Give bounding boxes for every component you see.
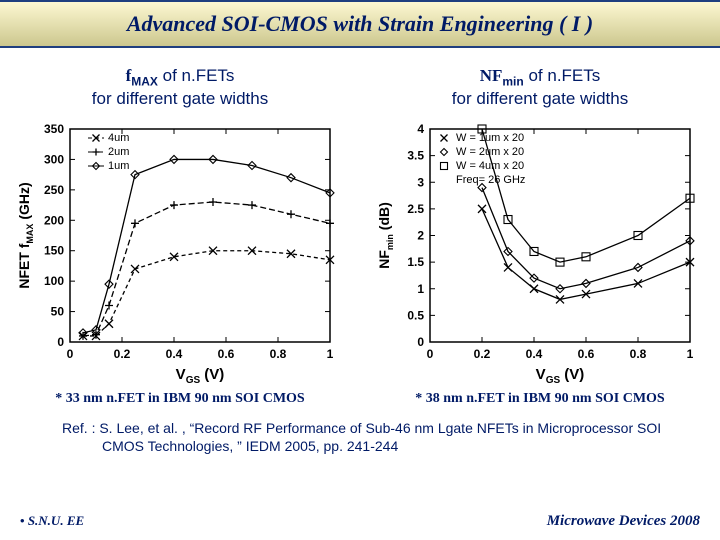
svg-text:0.8: 0.8 (270, 347, 287, 361)
svg-text:4um: 4um (108, 132, 129, 144)
svg-text:350: 350 (44, 122, 64, 136)
right-sym: NF (480, 66, 503, 85)
left-subscript: MAX (131, 74, 158, 88)
svg-text:VGS (V): VGS (V) (176, 366, 225, 386)
svg-text:1: 1 (687, 347, 694, 361)
svg-text:0.2: 0.2 (114, 347, 131, 361)
svg-text:0: 0 (427, 347, 434, 361)
svg-text:NFmin (dB): NFmin (dB) (376, 202, 395, 269)
right-chart: 0 0.2 0.4 0.6 0.8 1 0 0.5 1 1.5 2 2.5 3 3.5 4 VGS (V) NF… (375, 117, 705, 387)
svg-text:100: 100 (44, 274, 64, 288)
right-subscript: min (502, 74, 523, 88)
svg-text:0: 0 (67, 347, 74, 361)
svg-text:NFET fMAX (GHz): NFET fMAX (GHz) (16, 183, 35, 289)
right-caption: * 38 nm n.FET in IBM 90 nm SOI CMOS (375, 391, 705, 407)
footer: • S.N.U. EE Microwave Devices 2008 (0, 513, 720, 530)
svg-text:0.6: 0.6 (218, 347, 235, 361)
svg-text:W = 2um x 20: W = 2um x 20 (456, 146, 524, 158)
svg-text:0: 0 (417, 335, 424, 349)
svg-text:Freq= 26 GHz: Freq= 26 GHz (456, 174, 525, 186)
svg-text:250: 250 (44, 183, 64, 197)
left-rest: of n.FETs (158, 66, 235, 85)
left-line2: for different gate widths (92, 89, 268, 108)
svg-text:3: 3 (417, 175, 424, 189)
subtitle-row: fMAX of n.FETs for different gate widths… (0, 66, 720, 109)
footer-left: • S.N.U. EE (20, 513, 84, 530)
left-chart: 0 0.2 0.4 0.6 0.8 1 0 50 100 150 200 250 300 350 VGS (… (15, 117, 345, 387)
svg-text:1: 1 (327, 347, 334, 361)
svg-text:0: 0 (57, 335, 64, 349)
svg-text:0.5: 0.5 (407, 309, 424, 323)
svg-text:0.2: 0.2 (474, 347, 491, 361)
svg-text:2.5: 2.5 (407, 202, 424, 216)
svg-text:2: 2 (417, 229, 424, 243)
left-subtitle: fMAX of n.FETs for different gate widths (10, 66, 350, 109)
svg-text:W = 4um x 20: W = 4um x 20 (456, 160, 524, 172)
svg-text:300: 300 (44, 153, 64, 167)
left-caption: * 33 nm n.FET in IBM 90 nm SOI CMOS (15, 391, 345, 407)
right-subtitle: NFmin of n.FETs for different gate width… (370, 66, 710, 109)
svg-text:0.6: 0.6 (578, 347, 595, 361)
reference-text: Ref. : S. Lee, et al. , “Record RF Perfo… (30, 419, 690, 455)
svg-text:4: 4 (417, 122, 424, 136)
footer-left-text: S.N.U. EE (28, 513, 84, 528)
svg-text:2um: 2um (108, 146, 129, 158)
svg-text:VGS (V): VGS (V) (536, 366, 585, 386)
caption-row: * 33 nm n.FET in IBM 90 nm SOI CMOS * 38… (0, 391, 720, 407)
svg-text:1: 1 (417, 282, 424, 296)
svg-text:150: 150 (44, 244, 64, 258)
svg-text:50: 50 (51, 305, 65, 319)
svg-text:1.5: 1.5 (407, 255, 424, 269)
svg-text:3.5: 3.5 (407, 149, 424, 163)
page-title: Advanced SOI-CMOS with Strain Engineerin… (127, 11, 593, 37)
svg-text:0.4: 0.4 (526, 347, 543, 361)
right-line2: for different gate widths (452, 89, 628, 108)
svg-text:0.4: 0.4 (166, 347, 183, 361)
svg-text:200: 200 (44, 213, 64, 227)
svg-text:1um: 1um (108, 160, 129, 172)
footer-right: Microwave Devices 2008 (547, 513, 700, 530)
right-rest: of n.FETs (524, 66, 601, 85)
svg-text:W = 1um x 20: W = 1um x 20 (456, 132, 524, 144)
svg-text:0.8: 0.8 (630, 347, 647, 361)
charts-row: 00.20.40.60.81050100150200250300350VGS (… (0, 117, 720, 387)
title-bar: Advanced SOI-CMOS with Strain Engineerin… (0, 0, 720, 48)
